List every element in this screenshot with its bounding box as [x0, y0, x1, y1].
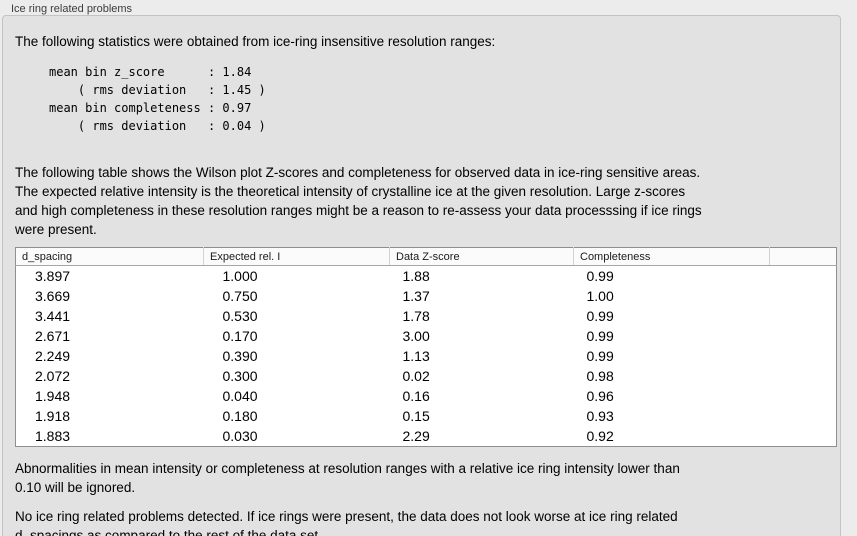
ice-ring-table: d_spacing Expected rel. I Data Z-score C… [15, 247, 837, 447]
table-cell: 0.99 [586, 308, 614, 324]
ice-ring-table-body: 3.897 1.000 1.88 0.99 3.669 0.750 1.37 1.00 3.44… [16, 266, 837, 447]
table-cell: 0.99 [586, 268, 614, 284]
table-cell: 1.918 [35, 408, 71, 424]
table-row[interactable]: 1.918 0.180 0.15 0.93 [16, 406, 837, 426]
table-cell: 2.671 [35, 328, 71, 344]
table-cell: 2.072 [35, 368, 71, 384]
table-cell: 0.530 [222, 308, 258, 324]
table-cell: 0.99 [586, 348, 614, 364]
table-cell: 2.249 [35, 348, 71, 364]
column-header-d-spacing[interactable]: d_spacing [15, 247, 204, 266]
table-cell: 0.180 [222, 408, 258, 424]
column-header-empty[interactable] [769, 247, 837, 266]
table-cell [770, 346, 837, 366]
table-cell: 3.897 [35, 268, 71, 284]
stats-block: mean bin z_score : 1.84 ( rms deviation … [49, 65, 266, 133]
table-cell: 0.300 [222, 368, 258, 384]
table-cell: 0.92 [586, 428, 614, 444]
table-cell: 0.170 [222, 328, 258, 344]
ignore-note: Abnormalities in mean intensity or compl… [15, 461, 680, 495]
conclusion-text: No ice ring related problems detected. I… [15, 509, 678, 536]
column-header-data-z-score[interactable]: Data Z-score [389, 247, 574, 266]
table-cell: 3.669 [35, 288, 71, 304]
table-cell: 0.16 [402, 388, 430, 404]
table-row[interactable]: 2.671 0.170 3.00 0.99 [16, 326, 837, 346]
table-header-row: d_spacing Expected rel. I Data Z-score C… [15, 247, 837, 266]
table-cell: 0.390 [222, 348, 258, 364]
table-cell: 1.13 [402, 348, 430, 364]
table-cell [770, 426, 837, 447]
table-description: The following table shows the Wilson plo… [15, 165, 702, 237]
table-cell: 1.00 [586, 288, 614, 304]
table-row[interactable]: 1.948 0.040 0.16 0.96 [16, 386, 837, 406]
panel-title: Ice ring related problems [11, 3, 133, 15]
column-header-expected-rel-i[interactable]: Expected rel. I [203, 247, 390, 266]
table-cell [770, 266, 837, 287]
table-cell: 1.883 [35, 428, 71, 444]
intro-text: The following statistics were obtained f… [15, 34, 496, 49]
table-cell: 0.040 [222, 388, 258, 404]
table-row[interactable]: 1.883 0.030 2.29 0.92 [16, 426, 837, 447]
table-cell [770, 366, 837, 386]
table-cell [770, 406, 837, 426]
column-header-completeness[interactable]: Completeness [573, 247, 770, 266]
table-cell [770, 386, 837, 406]
table-cell: 0.750 [222, 288, 258, 304]
table-cell: 0.02 [402, 368, 430, 384]
table-cell: 0.030 [222, 428, 258, 444]
table-cell: 1.948 [35, 388, 71, 404]
table-cell: 0.15 [402, 408, 430, 424]
table-row[interactable]: 2.249 0.390 1.13 0.99 [16, 346, 837, 366]
table-row[interactable]: 3.669 0.750 1.37 1.00 [16, 286, 837, 306]
table-cell: 3.00 [402, 328, 430, 344]
table-cell [770, 306, 837, 326]
table-row[interactable]: 2.072 0.300 0.02 0.98 [16, 366, 837, 386]
table-cell: 0.98 [586, 368, 614, 384]
table-cell: 1.78 [402, 308, 430, 324]
table-cell: 1.88 [402, 268, 430, 284]
table-cell: 0.99 [586, 328, 614, 344]
table-row[interactable]: 3.897 1.000 1.88 0.99 [16, 266, 837, 287]
table-cell: 0.96 [586, 388, 614, 404]
table-cell [770, 326, 837, 346]
table-cell [770, 286, 837, 306]
table-cell: 1.37 [402, 288, 430, 304]
table-row[interactable]: 3.441 0.530 1.78 0.99 [16, 306, 837, 326]
table-cell: 1.000 [222, 268, 258, 284]
table-cell: 2.29 [402, 428, 430, 444]
table-cell: 3.441 [35, 308, 71, 324]
table-cell: 0.93 [586, 408, 614, 424]
ice-ring-panel: The following statistics were obtained f… [2, 15, 841, 536]
